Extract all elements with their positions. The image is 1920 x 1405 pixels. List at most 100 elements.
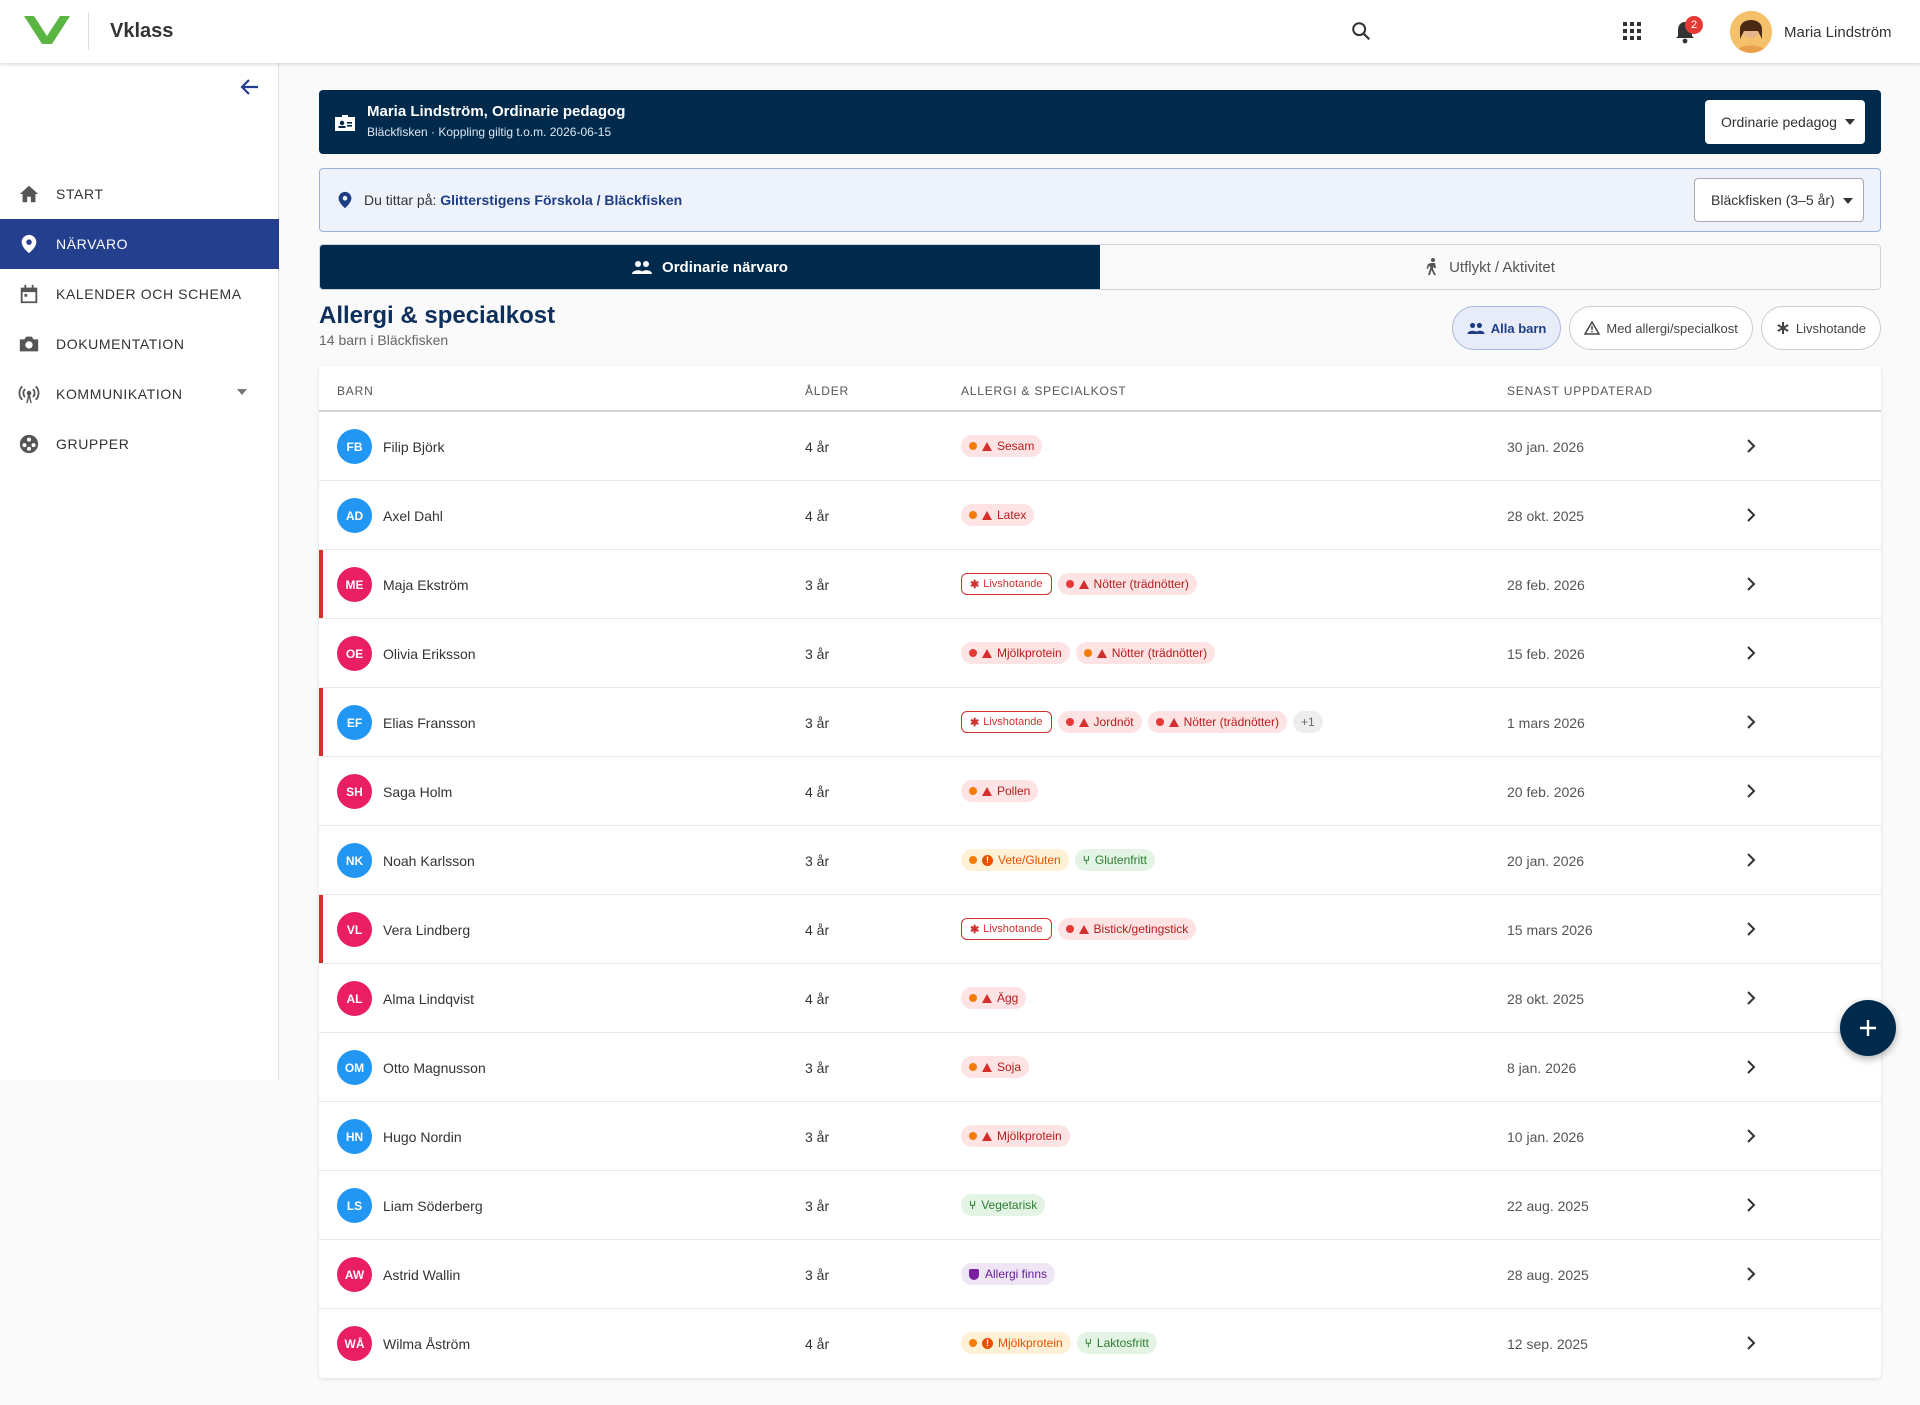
location-bar: Du tittar på: Glitterstigens Förskola / … [319,168,1881,232]
chevron-right-icon[interactable] [1743,783,1759,804]
table-row[interactable]: AL Alma Lindqvist 4 år Ägg 28 okt. 2025 [319,964,1881,1033]
allergy-chip[interactable]: Soja [961,1056,1030,1078]
sidebar-item-kommunikation[interactable]: KOMMUNIKATION [0,369,279,419]
severity-dot-icon [969,856,977,864]
filter-med-allergi-button[interactable]: Med allergi/specialkost [1569,306,1753,350]
table-row[interactable]: NK Noah Karlsson 3 år! Vete/Gluten ⑂ Glutenfr… [319,826,1881,895]
allergy-chips: Mjölkprotein Nötter (trädnötter) [961,642,1216,664]
updated-date: 28 okt. 2025 [1507,991,1585,1007]
user-name[interactable]: Maria Lindström [1784,24,1892,41]
collapse-sidebar-arrow-icon[interactable] [240,77,260,102]
table-row[interactable]: EF Elias Fransson 3 år ✱ Livshotande Jordnöt N… [319,688,1881,757]
allergy-chip[interactable]: ⑂ Glutenfritt [1074,849,1155,871]
notification-badge: 2 [1685,16,1703,34]
sidebar-item-narvaro[interactable]: NÄRVARO [0,219,279,269]
tab-ordinarie-narvaro[interactable]: Ordinarie närvaro [320,245,1100,289]
severity-dot-icon [969,994,977,1002]
chevron-right-icon[interactable] [1743,990,1759,1011]
allergy-chip[interactable]: Latex [961,504,1035,526]
allergy-chip[interactable]: Mjölkprotein [961,1125,1070,1147]
tab-label: Utflykt / Aktivitet [1449,258,1555,276]
apps-grid-icon[interactable] [1623,22,1641,45]
chip-label: Laktosfritt [1096,1336,1149,1350]
warning-icon [982,786,992,796]
allergy-chip[interactable]: Sesam [961,435,1043,457]
allergy-chips: Ägg [961,987,1027,1009]
filter-label: Alla barn [1490,320,1547,336]
sidebar-item-label: KALENDER OCH SCHEMA [56,286,242,302]
avatar[interactable] [1730,11,1772,53]
table-row[interactable]: LS Liam Söderberg 3 år ⑂ Vegetarisk 22 aug. 2… [319,1171,1881,1240]
sidebar-item-start[interactable]: START [0,169,279,219]
filter-alla-barn-button[interactable]: Alla barn [1451,306,1562,350]
allergy-chip[interactable]: Nötter (trädnötter) [1057,573,1197,595]
allergy-chip[interactable]: Nötter (trädnötter) [1147,711,1287,733]
table-row[interactable]: AW Astrid Wallin 3 år Allergi finns 28 aug. … [319,1240,1881,1309]
allergy-chip[interactable]: Nötter (trädnötter) [1075,642,1216,664]
table-row[interactable]: HN Hugo Nordin 3 år Mjölkprotein 10 jan. 202… [319,1102,1881,1171]
column-header-barn[interactable]: BARN [337,384,374,398]
allergy-chips: ✱ Livshotande Bistick/getingstick [961,918,1197,940]
table-row[interactable]: OE Olivia Eriksson 3 år Mjölkprotein Nötter … [319,619,1881,688]
group-select[interactable]: Bläckfisken (3–5 år) [1694,178,1864,222]
allergy-chip[interactable]: ✱ Livshotande [961,711,1052,733]
chevron-right-icon[interactable] [1743,1266,1759,1287]
allergy-chip[interactable]: ⑂ Vegetarisk [961,1194,1046,1216]
sidebar-item-grupper[interactable]: GRUPPER [0,419,279,469]
add-button[interactable] [1840,1000,1896,1056]
severity-dot-icon [969,649,977,657]
table-row[interactable]: WÅ Wilma Åström 4 år! Mjölkprotein ⑂ Laktosfr… [319,1309,1881,1378]
chevron-right-icon[interactable] [1743,576,1759,597]
chevron-right-icon[interactable] [1743,852,1759,873]
chevron-right-icon[interactable] [1743,1128,1759,1149]
search-icon[interactable] [1350,20,1372,47]
warning-icon [1078,924,1089,934]
severity-dot-icon [969,1063,977,1071]
chip-label: Vegetarisk [981,1198,1038,1212]
chevron-right-icon[interactable] [1743,714,1759,735]
column-header-alder[interactable]: ÅLDER [805,384,850,398]
allergy-chip[interactable]: Ägg [961,987,1027,1009]
chevron-right-icon[interactable] [1743,1059,1759,1080]
allergy-chip[interactable]: Bistick/getingstick [1057,918,1197,940]
allergy-chip[interactable]: ✱ Livshotande [961,573,1052,595]
tab-utflykt-aktivitet[interactable]: Utflykt / Aktivitet [1100,245,1880,289]
allergy-chip[interactable]: Allergi finns [961,1263,1056,1285]
calendar-icon [20,284,38,304]
logo-divider [88,12,89,50]
people-icon [632,261,653,274]
chevron-right-icon[interactable] [1743,645,1759,666]
sidebar-item-dokumentation[interactable]: DOKUMENTATION [0,319,279,369]
allergy-chip[interactable]: Jordnöt [1057,711,1142,733]
table-row[interactable]: ME Maja Ekström 3 år ✱ Livshotande Nötter (tr… [319,550,1881,619]
chevron-right-icon[interactable] [1743,921,1759,942]
vklass-logo-icon[interactable] [24,14,70,51]
fork-knife-icon: ⑂ [1084,1336,1092,1350]
chevron-right-icon[interactable] [1743,507,1759,528]
chevron-right-icon[interactable] [1743,1335,1759,1356]
chevron-right-icon[interactable] [1743,1197,1759,1218]
chevron-right-icon[interactable] [1743,438,1759,459]
table-row[interactable]: AD Axel Dahl 4 år Latex 28 okt. 2025 [319,481,1881,550]
table-row[interactable]: FB Filip Björk 4 år Sesam 30 jan. 2026 [319,412,1881,481]
sidebar-item-kalender[interactable]: KALENDER OCH SCHEMA [0,269,279,319]
allergy-chip[interactable]: Mjölkprotein [961,642,1070,664]
table-row[interactable]: OM Otto Magnusson 3 år Soja 8 jan. 2026 [319,1033,1881,1102]
allergy-chip[interactable]: ✱ Livshotande [961,918,1052,940]
allergy-chip[interactable]: +1 [1292,711,1323,733]
allergy-chip[interactable]: Pollen [961,780,1039,802]
filter-livshotande-button[interactable]: Livshotande [1760,306,1881,350]
allergy-chip[interactable]: ⑂ Laktosfritt [1076,1332,1157,1354]
allergy-chip[interactable]: ! Mjölkprotein [961,1332,1071,1354]
avatar: LS [337,1188,372,1223]
column-header-uppdaterad[interactable]: SENAST UPPDATERAD [1507,384,1653,398]
allergy-chip[interactable]: ! Vete/Gluten [961,849,1069,871]
severity-dot-icon [1065,718,1074,726]
table-row[interactable]: VL Vera Lindberg 4 år ✱ Livshotande Bistick/g… [319,895,1881,964]
allergy-chips: Mjölkprotein [961,1125,1070,1147]
column-header-allergi[interactable]: ALLERGI & SPECIALKOST [961,384,1127,398]
chevron-down-icon[interactable] [237,389,247,395]
avatar: AL [337,981,372,1016]
role-select[interactable]: Ordinarie pedagog [1705,100,1865,144]
table-row[interactable]: SH Saga Holm 4 år Pollen 20 feb. 2026 [319,757,1881,826]
